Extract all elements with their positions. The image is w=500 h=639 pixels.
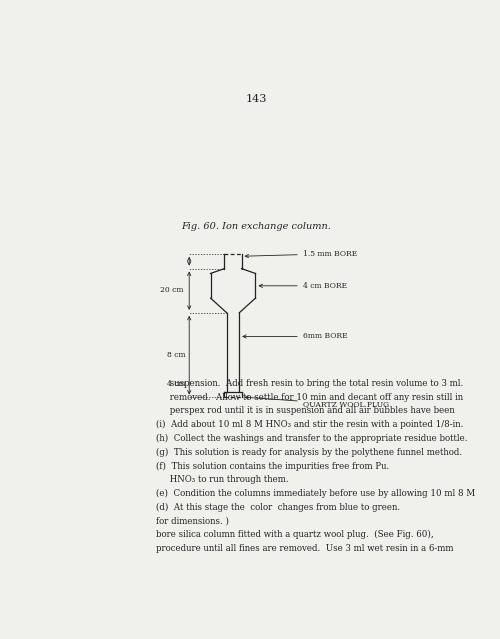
Text: suspension.  Add fresh resin to bring the total resin volume to 3 ml.: suspension. Add fresh resin to bring the…: [156, 379, 463, 388]
Text: (f)  This solution contains the impurities free from Pu.: (f) This solution contains the impuritie…: [156, 461, 389, 470]
Text: (g)  This solution is ready for analysis by the polythene funnel method.: (g) This solution is ready for analysis …: [156, 448, 462, 457]
Text: 4 cm: 4 cm: [166, 380, 186, 389]
Text: 143: 143: [246, 94, 267, 104]
Text: 20 cm: 20 cm: [160, 286, 184, 294]
Text: (e)  Condition the columns immediately before use by allowing 10 ml 8 M: (e) Condition the columns immediately be…: [156, 489, 474, 498]
Text: HNO₃ to run through them.: HNO₃ to run through them.: [156, 475, 288, 484]
Text: for dimensions. ): for dimensions. ): [156, 516, 228, 525]
Text: Fig. 60. Ion exchange column.: Fig. 60. Ion exchange column.: [182, 222, 331, 231]
Text: (i)  Add about 10 ml 8 M HNO₃ and stir the resin with a pointed 1/8-in.: (i) Add about 10 ml 8 M HNO₃ and stir th…: [156, 420, 463, 429]
Text: 4 cm BORE: 4 cm BORE: [259, 282, 347, 290]
Text: removed.  Allow to settle for 10 min and decant off any resin still in: removed. Allow to settle for 10 min and …: [156, 392, 463, 401]
Text: perspex rod until it is in suspension and all air bubbles have been: perspex rod until it is in suspension an…: [156, 406, 454, 415]
Text: 6mm BORE: 6mm BORE: [243, 332, 348, 341]
Text: (h)  Collect the washings and transfer to the appropriate residue bottle.: (h) Collect the washings and transfer to…: [156, 434, 467, 443]
Text: (d)  At this stage the  color  changes from blue to green.: (d) At this stage the color changes from…: [156, 503, 400, 512]
Text: procedure until all fines are removed.  Use 3 ml wet resin in a 6-mm: procedure until all fines are removed. U…: [156, 544, 453, 553]
Text: 8 cm: 8 cm: [166, 351, 186, 358]
Text: QUARTZ WOOL PLUG: QUARTZ WOOL PLUG: [245, 396, 389, 408]
Text: bore silica column fitted with a quartz wool plug.  (See Fig. 60),: bore silica column fitted with a quartz …: [156, 530, 433, 539]
Text: 1.5 mm BORE: 1.5 mm BORE: [245, 250, 357, 258]
